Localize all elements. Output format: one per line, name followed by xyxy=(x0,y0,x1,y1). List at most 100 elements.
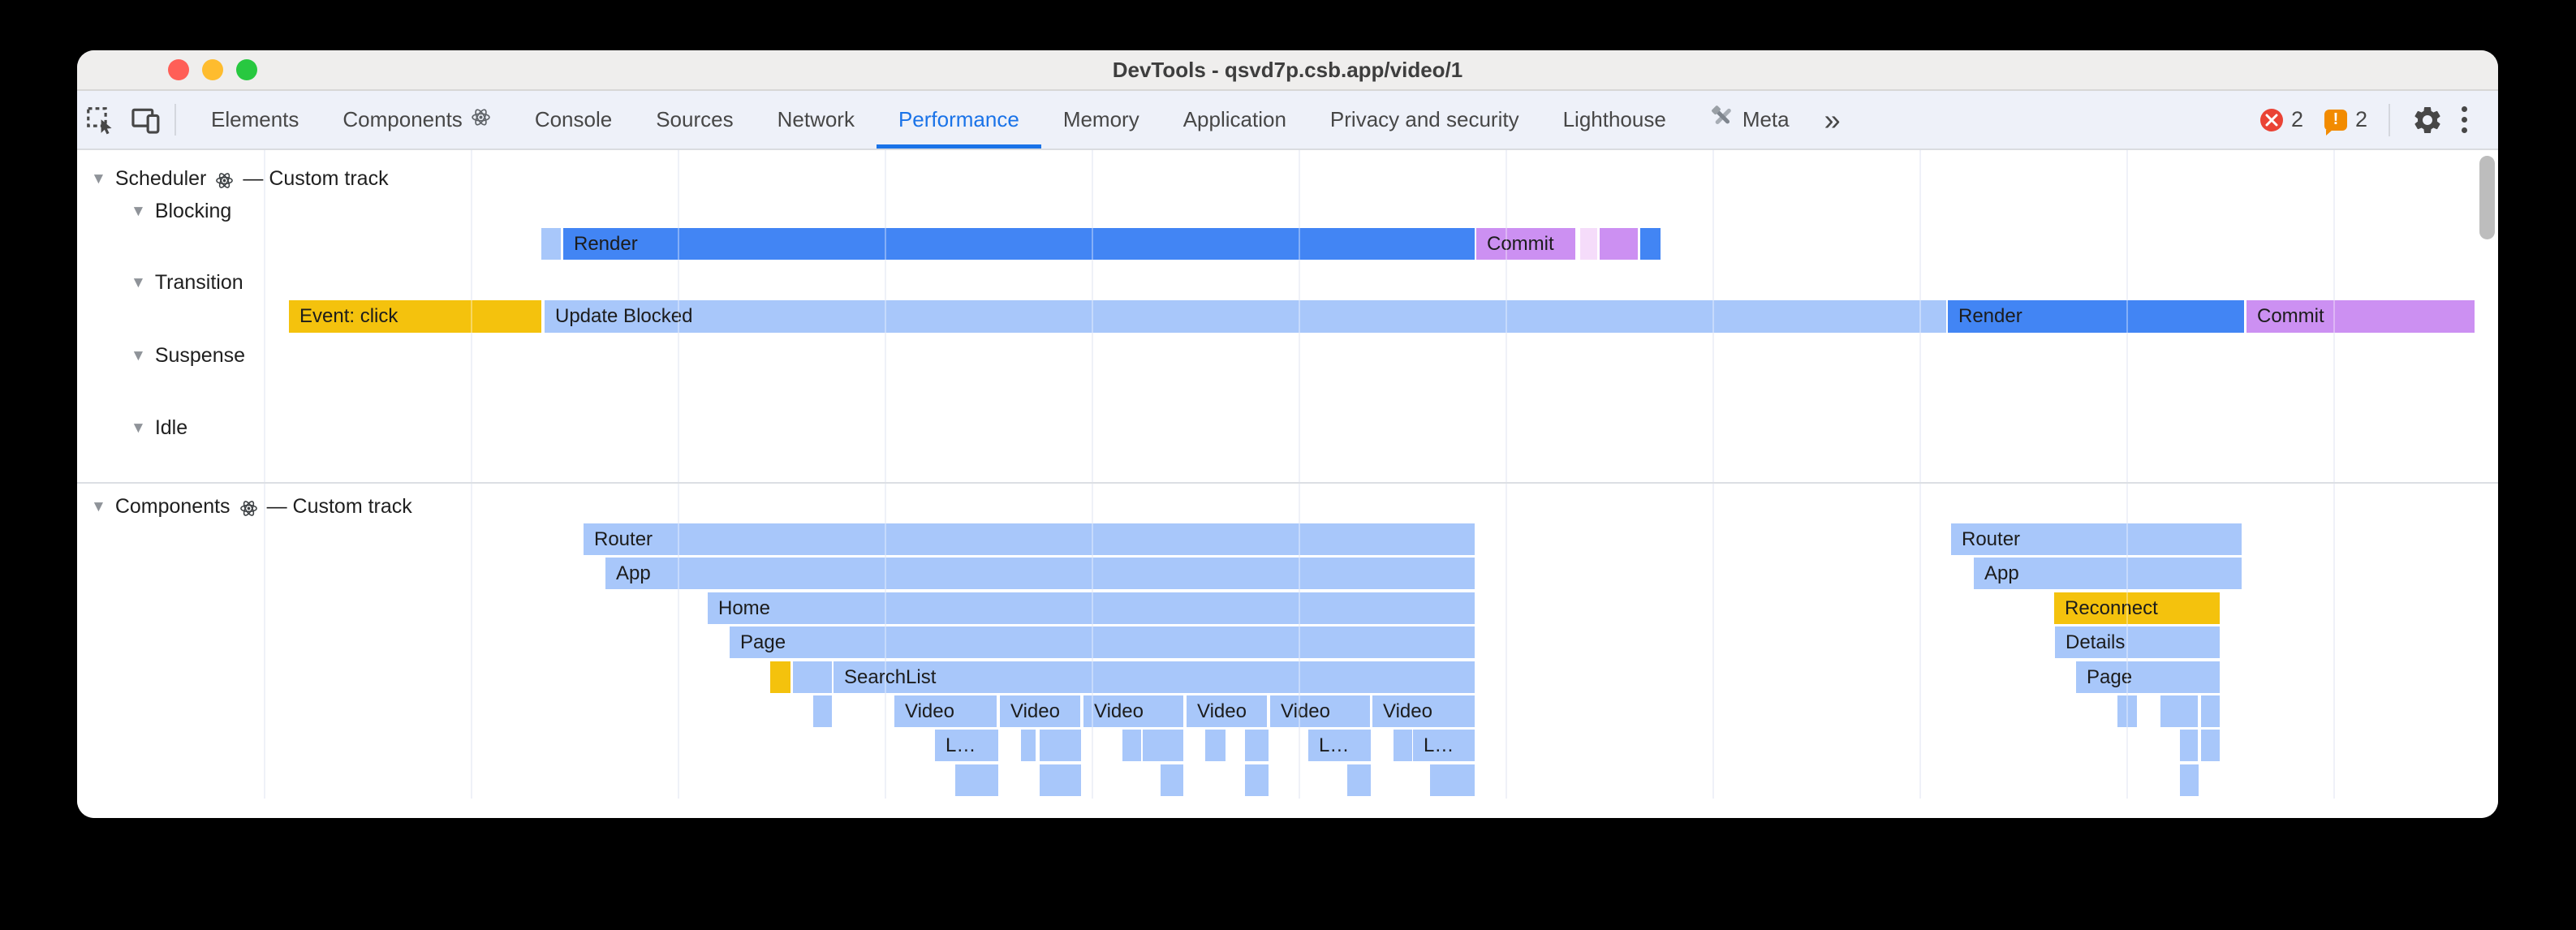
flame-bar-searchlist[interactable]: SearchList xyxy=(834,661,1475,693)
flame-bar-render[interactable]: Render xyxy=(1948,300,2244,333)
flame-bar[interactable] xyxy=(1600,228,1638,260)
flame-bar[interactable] xyxy=(2180,730,2198,761)
tab-elements[interactable]: Elements xyxy=(189,91,321,149)
devtools-window: DevTools - qsvd7p.csb.app/video/1 Elemen… xyxy=(77,50,2498,818)
vertical-scrollbar[interactable] xyxy=(2479,156,2495,239)
collapse-triangle-icon[interactable]: ▼ xyxy=(91,497,106,515)
flame-bar[interactable] xyxy=(1143,730,1183,761)
track-divider xyxy=(77,482,2498,484)
flame-bar[interactable] xyxy=(770,661,790,693)
flame-bar-reconnect[interactable]: Reconnect xyxy=(2054,592,2220,624)
flame-bar-l-[interactable]: L… xyxy=(1308,730,1371,761)
flame-bar[interactable] xyxy=(2180,764,2199,796)
track-label-blocking[interactable]: ▼ Blocking xyxy=(131,200,231,223)
collapse-triangle-icon[interactable]: ▼ xyxy=(131,273,146,291)
inspect-element-icon[interactable] xyxy=(77,91,123,149)
flame-bar[interactable] xyxy=(1021,730,1036,761)
flame-bar-page[interactable]: Page xyxy=(2076,661,2220,693)
track-label-components[interactable]: ▼ Components — Custom track xyxy=(91,495,412,519)
flame-bar[interactable] xyxy=(1122,730,1141,761)
tab-label: Elements xyxy=(211,107,299,131)
collapse-triangle-icon[interactable]: ▼ xyxy=(91,170,106,187)
flame-bar-render[interactable]: Render xyxy=(563,228,1475,260)
tab-network[interactable]: Network xyxy=(756,91,877,149)
tab-label: Sources xyxy=(656,107,734,131)
flame-bar[interactable] xyxy=(2201,730,2220,761)
flame-bar[interactable] xyxy=(793,661,832,693)
track-name: Blocking xyxy=(154,200,232,222)
flame-bar-page[interactable]: Page xyxy=(730,626,1475,658)
flame-bar-video[interactable]: Video xyxy=(1270,695,1370,727)
track-label-idle[interactable]: ▼ Idle xyxy=(131,416,187,440)
flame-bar[interactable] xyxy=(1245,764,1269,796)
flame-bar-commit[interactable]: Commit xyxy=(1476,228,1575,260)
traffic-lights xyxy=(168,50,257,89)
tab-console[interactable]: Console xyxy=(513,91,634,149)
flame-bar[interactable] xyxy=(1640,228,1661,260)
track-name: Suspense xyxy=(154,344,246,367)
more-options-icon[interactable] xyxy=(2450,106,2479,133)
tab-lighthouse[interactable]: Lighthouse xyxy=(1541,91,1688,149)
tab-performance[interactable]: Performance xyxy=(876,91,1041,149)
flame-bar[interactable] xyxy=(1040,764,1081,796)
error-badge[interactable]: 2 xyxy=(2259,107,2303,132)
track-label-scheduler[interactable]: ▼ Scheduler — Custom track xyxy=(91,167,389,191)
flame-bar-video[interactable]: Video xyxy=(1083,695,1183,727)
flame-bar[interactable] xyxy=(1347,764,1371,796)
flame-bar[interactable] xyxy=(2160,695,2198,727)
flame-bar[interactable] xyxy=(1040,730,1081,761)
flame-bar[interactable] xyxy=(1205,730,1226,761)
tools-icon xyxy=(1710,105,1734,135)
flame-bar[interactable] xyxy=(2117,695,2137,727)
flame-bar-l-[interactable]: L… xyxy=(1413,730,1475,761)
zoom-button[interactable] xyxy=(236,59,257,80)
flame-bar-l-[interactable]: L… xyxy=(935,730,998,761)
flame-bar-update-blocked[interactable]: Update Blocked xyxy=(545,300,1946,333)
flame-bar[interactable] xyxy=(1245,730,1269,761)
gridline xyxy=(2333,150,2335,799)
flame-bar[interactable] xyxy=(1430,764,1475,796)
gridline-overlay xyxy=(1712,150,1714,799)
gridline xyxy=(2126,150,2128,799)
flame-bar[interactable] xyxy=(541,228,561,260)
flame-bar-app[interactable]: App xyxy=(1974,558,2242,589)
settings-gear-icon[interactable] xyxy=(2405,104,2450,136)
flame-bar-home[interactable]: Home xyxy=(708,592,1475,624)
collapse-triangle-icon[interactable]: ▼ xyxy=(131,202,146,220)
tab-meta[interactable]: Meta xyxy=(1688,91,1811,149)
tab-components[interactable]: Components xyxy=(321,91,512,149)
flame-bar-commit[interactable]: Commit xyxy=(2246,300,2475,333)
flame-bar-router[interactable]: Router xyxy=(1951,523,2242,555)
collapse-triangle-icon[interactable]: ▼ xyxy=(131,347,146,364)
flame-bar-details[interactable]: Details xyxy=(2055,626,2220,658)
gridline xyxy=(1506,150,1507,799)
flame-bar-video[interactable]: Video xyxy=(1187,695,1267,727)
flame-bar-router[interactable]: Router xyxy=(584,523,1475,555)
track-label-transition[interactable]: ▼ Transition xyxy=(131,271,243,295)
close-button[interactable] xyxy=(168,59,189,80)
flame-bar-video[interactable]: Video xyxy=(894,695,997,727)
flame-bar[interactable] xyxy=(813,695,832,727)
flame-bar-event-click[interactable]: Event: click xyxy=(289,300,541,333)
track-name: Idle xyxy=(154,416,188,439)
device-toolbar-icon[interactable] xyxy=(123,91,168,149)
collapse-triangle-icon[interactable]: ▼ xyxy=(131,419,146,437)
tab-privacy-and-security[interactable]: Privacy and security xyxy=(1308,91,1541,149)
flame-bar[interactable] xyxy=(955,764,998,796)
flame-bar-video[interactable]: Video xyxy=(1372,695,1475,727)
flame-bar[interactable] xyxy=(1580,228,1597,260)
tab-sources[interactable]: Sources xyxy=(634,91,755,149)
flame-bar[interactable] xyxy=(1161,764,1183,796)
flame-bar[interactable] xyxy=(1394,730,1412,761)
toolbar-separator xyxy=(174,104,176,136)
flame-bar-video[interactable]: Video xyxy=(1000,695,1080,727)
track-label-suspense[interactable]: ▼ Suspense xyxy=(131,344,245,368)
flame-bar-app[interactable]: App xyxy=(605,558,1475,589)
tab-memory[interactable]: Memory xyxy=(1041,91,1161,149)
more-tabs-button[interactable]: » xyxy=(1824,102,1841,136)
minimize-button[interactable] xyxy=(202,59,223,80)
warning-badge[interactable]: ! 2 xyxy=(2324,107,2367,136)
warning-count: 2 xyxy=(2354,107,2367,131)
flame-bar[interactable] xyxy=(2201,695,2220,727)
tab-application[interactable]: Application xyxy=(1161,91,1308,149)
